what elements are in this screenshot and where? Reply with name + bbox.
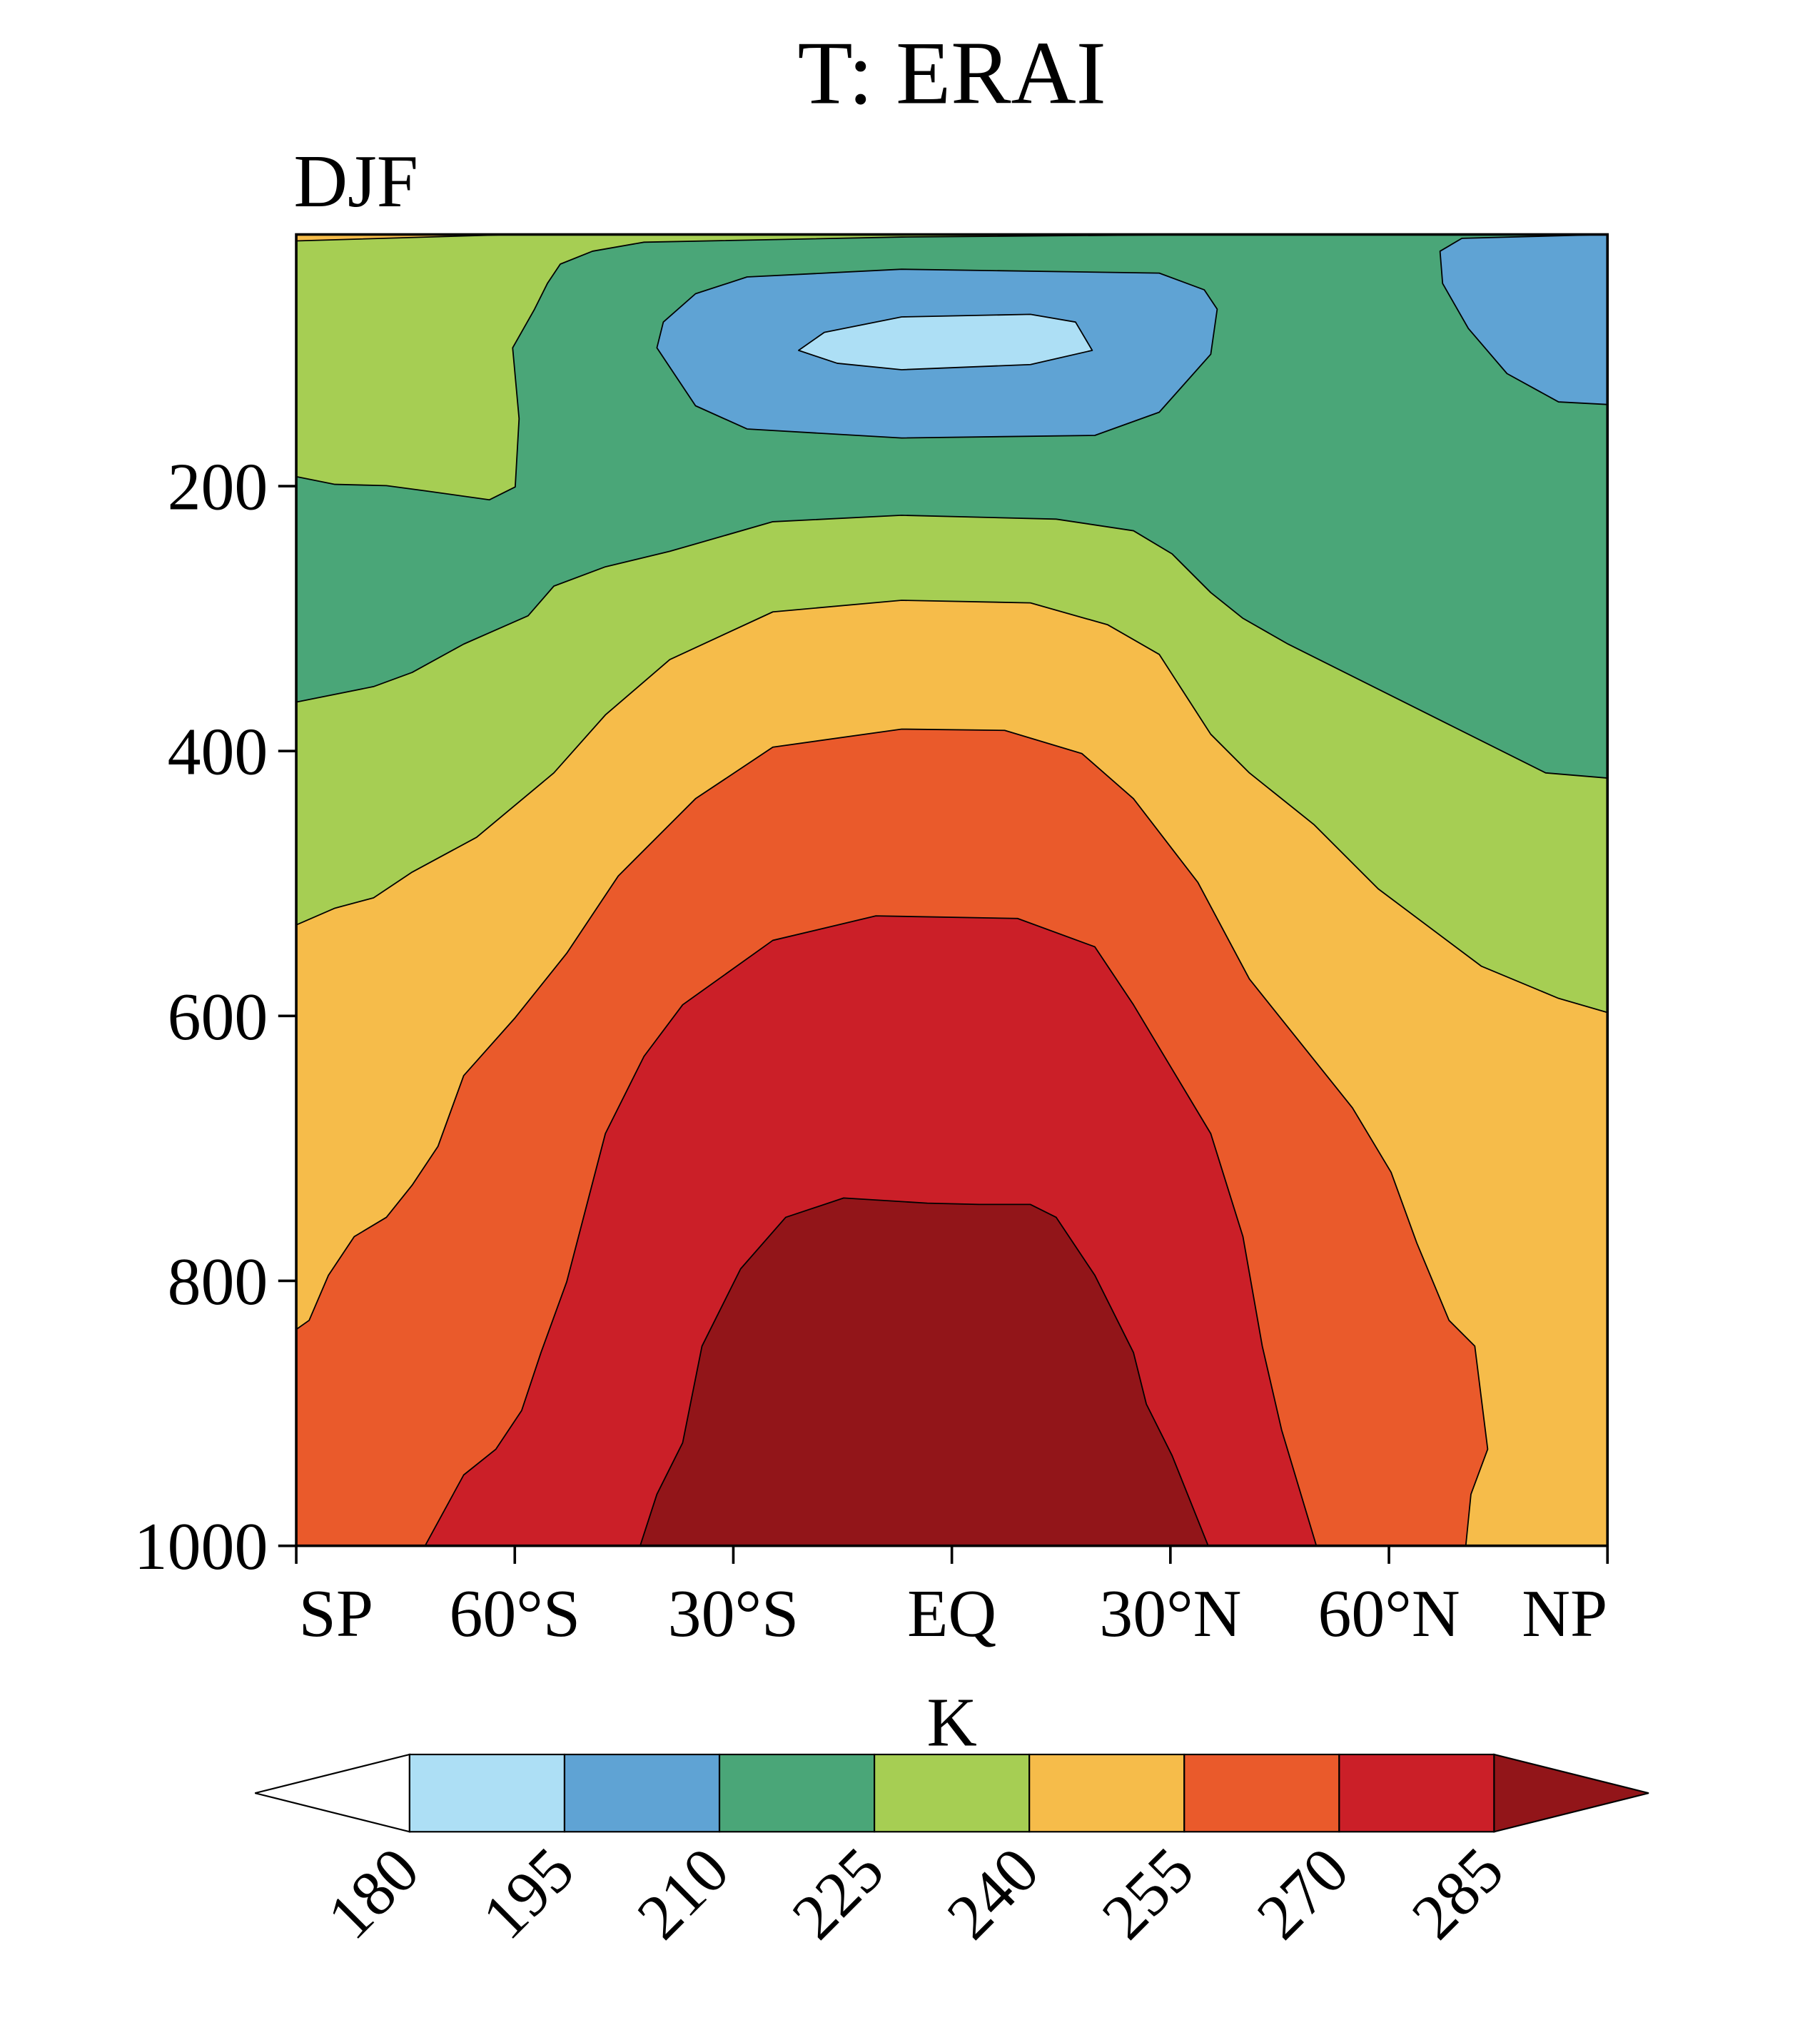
contour-band-above-285 [639,1197,1209,1547]
x-tick-label: 60°N [1318,1577,1460,1651]
x-tick-label: 30°S [668,1577,799,1651]
y-tick-label: 200 [168,450,268,525]
x-tick-label: 60°S [449,1577,580,1651]
plot-area [295,233,1609,1547]
season-label: DJF [293,140,418,223]
y-tick-label: 1000 [134,1510,268,1584]
colorbar-level-label: 285 [1398,1834,1517,1952]
x-tick-label: SP [299,1577,373,1651]
colorbar-lower-extension [255,1753,410,1833]
x-tick-label: EQ [907,1577,996,1651]
axes: 200 400 600 800 1000 SP 60°S 30°S EQ 30°N 60°N NP [134,450,1609,1651]
colorbar-swatch [718,1753,876,1833]
colorbar-swatch [1338,1753,1495,1833]
x-tick-label: NP [1522,1577,1607,1651]
colorbar-upper-extension [1493,1753,1649,1833]
colorbar-level-label: 195 [469,1834,587,1952]
colorbar-level-label: 180 [314,1834,433,1952]
colorbar-level-label: 255 [1088,1834,1207,1952]
x-tick-label: 30°N [1099,1577,1241,1651]
contour-band-225-240-top [295,233,1212,501]
colorbar: 180 195 210 225 240 255 270 285 [255,1753,1649,1953]
colorbar-level-label: 270 [1243,1834,1362,1952]
colorbar-swatch [563,1753,721,1833]
colorbar-level-label: 225 [779,1834,897,1952]
colorbar-level-label: 240 [934,1834,1052,1952]
colorbar-unit-label: K [926,1684,976,1761]
y-tick-label: 400 [168,715,268,789]
contour-band-195-210-np [1439,233,1609,405]
colorbar-swatch [1183,1753,1340,1833]
contour-band-180-195 [797,313,1093,370]
colorbar-swatch [874,1753,1031,1833]
chart-title: T: ERAI [798,23,1106,123]
y-tick-label: 600 [168,980,268,1054]
y-tick-label: 800 [168,1245,268,1319]
colorbar-level-label: 210 [624,1834,742,1952]
colorbar-swatch [1028,1753,1185,1833]
colorbar-swatch [408,1753,566,1833]
